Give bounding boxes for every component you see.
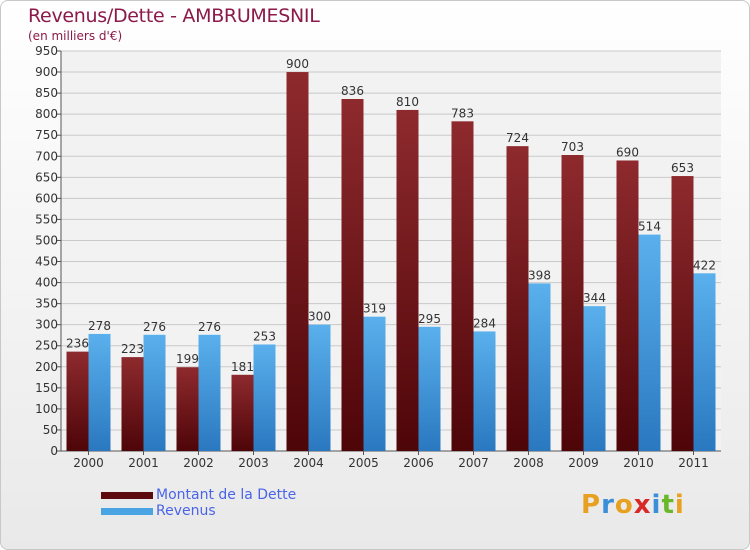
revenue-bar [528, 283, 551, 451]
y-tick-label: 700 [35, 149, 58, 163]
debt-value-label: 223 [121, 342, 144, 356]
debt-value-label: 836 [341, 84, 364, 98]
debt-value-label: 690 [616, 145, 639, 159]
y-tick-label: 950 [35, 44, 58, 58]
y-tick-label: 100 [35, 402, 58, 416]
y-tick-label: 400 [35, 276, 58, 290]
logo-letter: r [601, 490, 615, 520]
revenue-value-label: 284 [473, 316, 496, 330]
y-tick-label: 550 [35, 212, 58, 226]
revenue-value-label: 278 [88, 319, 111, 333]
revenue-value-label: 344 [583, 291, 606, 305]
y-tick-label: 600 [35, 191, 58, 205]
revenue-value-label: 398 [528, 268, 551, 282]
x-tick-label: 2006 [403, 456, 434, 470]
x-tick-label: 2009 [568, 456, 599, 470]
debt-bar [121, 357, 144, 451]
proxiti-logo: Proxiti [581, 490, 685, 520]
debt-bar [231, 374, 254, 451]
debt-value-label: 181 [231, 360, 254, 374]
x-tick-label: 2010 [623, 456, 654, 470]
y-tick-label: 850 [35, 86, 58, 100]
legend-label-debt: Montant de la Dette [156, 487, 297, 503]
revenue-value-label: 514 [638, 220, 661, 234]
y-tick-label: 900 [35, 65, 58, 79]
debt-bar [286, 72, 309, 451]
debt-value-label: 783 [451, 106, 474, 120]
revenue-value-label: 422 [693, 258, 716, 272]
debt-value-label: 810 [396, 95, 419, 109]
chart-subtitle: (en milliers d'€) [28, 29, 123, 43]
y-tick-label: 150 [35, 381, 58, 395]
revenue-value-label: 276 [143, 320, 166, 334]
revenue-value-label: 253 [253, 329, 276, 343]
debt-value-label: 703 [561, 140, 584, 154]
debt-value-label: 900 [286, 57, 309, 71]
logo-letter: o [614, 490, 634, 520]
revenue-bar [143, 334, 166, 451]
debt-bar [616, 160, 639, 451]
revenue-bar [363, 316, 386, 451]
revenue-bar [473, 331, 496, 451]
logo-letter: i [651, 490, 662, 520]
debt-bar [341, 99, 364, 451]
revenue-value-label: 319 [363, 302, 386, 316]
y-tick-label: 250 [35, 339, 58, 353]
x-tick-label: 2007 [458, 456, 489, 470]
logo-letter: P [581, 490, 602, 520]
y-tick-label: 0 [50, 444, 58, 458]
legend-swatch-revenue [101, 508, 153, 515]
x-tick-label: 2003 [238, 456, 269, 470]
y-tick-label: 200 [35, 360, 58, 374]
revenue-bar [693, 273, 716, 451]
legend-swatch-debt [101, 492, 153, 499]
debt-value-label: 236 [66, 337, 89, 351]
plot-area [61, 51, 721, 451]
revenue-bar [418, 326, 441, 451]
x-tick-label: 2008 [513, 456, 544, 470]
revenue-value-label: 276 [198, 320, 221, 334]
y-tick-label: 350 [35, 297, 58, 311]
y-tick-label: 300 [35, 318, 58, 332]
chart-title: Revenus/Dette - AMBRUMESNIL [28, 5, 320, 27]
debt-bar [66, 351, 89, 451]
debt-bar [396, 109, 419, 452]
revenue-bar [583, 306, 606, 451]
logo-letter: t [661, 490, 675, 520]
y-tick-label: 650 [35, 170, 58, 184]
revenue-value-label: 295 [418, 312, 441, 326]
x-tick-label: 2000 [73, 456, 104, 470]
revenue-value-label: 300 [308, 310, 331, 324]
debt-bar [176, 367, 199, 451]
revenue-bar [638, 234, 661, 451]
y-tick-label: 750 [35, 128, 58, 142]
x-tick-label: 2004 [293, 456, 324, 470]
y-tick-label: 800 [35, 107, 58, 121]
revenue-bar [253, 344, 276, 451]
x-tick-label: 2011 [678, 456, 709, 470]
y-tick-label: 50 [43, 423, 58, 437]
debt-bar [671, 176, 694, 452]
revenue-bar [198, 334, 221, 451]
debt-bar [451, 121, 474, 451]
logo-letter: x [633, 490, 652, 520]
debt-value-label: 724 [506, 131, 529, 145]
debt-value-label: 653 [671, 161, 694, 175]
debt-bar [561, 155, 584, 451]
y-tick-label: 500 [35, 233, 58, 247]
revenue-bar [88, 333, 111, 451]
x-tick-label: 2001 [128, 456, 159, 470]
debt-value-label: 199 [176, 352, 199, 366]
y-tick-label: 450 [35, 255, 58, 269]
revenue-bar [308, 324, 331, 451]
logo-letter: i [674, 490, 685, 520]
legend-label-revenue: Revenus [156, 503, 216, 519]
debt-bar [506, 146, 529, 451]
x-tick-label: 2002 [183, 456, 214, 470]
x-tick-label: 2005 [348, 456, 379, 470]
